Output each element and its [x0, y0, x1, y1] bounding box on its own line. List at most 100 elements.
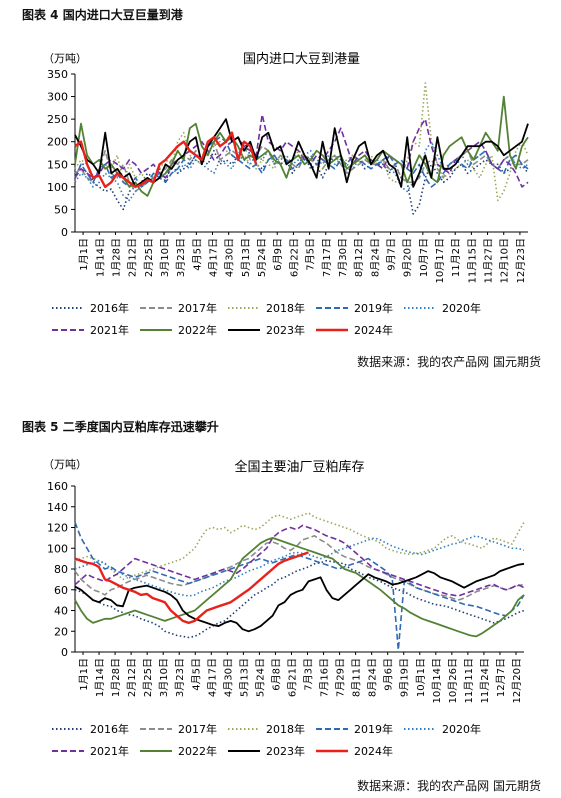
x-tick-label: 11月15日	[466, 238, 478, 283]
y-tick-label: 120	[47, 522, 68, 535]
x-tick-label: 7月17日	[321, 238, 333, 277]
x-tick-label: 10月26日	[447, 658, 459, 703]
legend-label-2: 2018年	[266, 301, 305, 315]
series-line-6	[74, 537, 525, 638]
series-line-2	[74, 512, 525, 581]
x-tick-label: 8月24日	[369, 238, 381, 277]
x-tick-label: 1月28日	[110, 238, 122, 277]
chart-import-soybean: 国内进口大豆到港量 （万吨） 0 50 100 150 200 250 300 350 1月1日 1月…	[43, 51, 529, 337]
x-tick-label: 4月5日	[190, 658, 202, 691]
source-note-5: 数据来源：我的农产品网 国元期货	[357, 779, 541, 793]
series-line-0	[74, 559, 525, 639]
y-tick-label: 40	[54, 605, 68, 618]
x-tick-label: 6月21日	[286, 658, 298, 697]
x-tick-label: 12月20日	[511, 658, 523, 703]
legend-label-0: 2016年	[90, 301, 129, 315]
series-line-7	[74, 562, 525, 633]
legend-label-5: 2021年	[90, 744, 129, 758]
y-tick-label: 0	[61, 226, 68, 239]
chart-soymeal-inventory: 全国主要油厂豆粕库存 （万吨） 0 20 40 60 80 100 120 140 160 1月1日 1…	[43, 458, 525, 758]
x-tick-label: 2月12日	[127, 238, 139, 277]
x-tick-label: 9月19日	[399, 658, 411, 697]
unit-label: （万吨）	[43, 458, 87, 471]
y-tick-label: 300	[47, 91, 68, 104]
series-line-5	[74, 113, 529, 188]
x-tick-label: 6月8日	[270, 658, 282, 691]
legend-label-1: 2017年	[178, 301, 217, 315]
x-tick-label: 3月10日	[158, 658, 170, 697]
legend-label-4: 2020年	[442, 301, 481, 315]
y-tick-label: 150	[47, 158, 68, 171]
x-tick-label: 11月27日	[483, 238, 495, 283]
x-tick-label: 7月16日	[319, 658, 331, 697]
series-line-8	[74, 131, 258, 189]
x-tick-label: 3月23日	[175, 238, 187, 277]
legend-label-7: 2023年	[266, 744, 305, 758]
x-tick-label: 8月24日	[367, 658, 379, 697]
legend-label-0: 2016年	[90, 722, 129, 736]
x-tick-label: 7月5日	[305, 238, 317, 271]
y-tick-label: 350	[47, 68, 68, 81]
legend-label-6: 2022年	[178, 744, 217, 758]
legend-label-3: 2019年	[354, 722, 393, 736]
x-tick-label: 10月7日	[418, 238, 430, 277]
x-tick-label: 5月13日	[240, 238, 252, 277]
y-tick-label: 100	[47, 542, 68, 555]
x-tick-label: 7月29日	[335, 658, 347, 697]
figure-caption-4: 图表 4 国内进口大豆巨量到港	[22, 8, 183, 22]
x-tick-label: 4月5日	[191, 238, 203, 271]
x-tick-label: 11月2日	[450, 238, 462, 277]
series-line-6	[74, 95, 529, 197]
x-tick-label: 11月24日	[479, 658, 491, 703]
figure-caption-5: 图表 5 二季度国内豆粕库存迅速攀升	[22, 420, 219, 434]
x-tick-label: 3月10日	[159, 238, 171, 277]
x-tick-label: 9月20日	[402, 238, 414, 277]
x-tick-label: 8月12日	[353, 238, 365, 277]
y-tick-label: 140	[47, 501, 68, 514]
x-tick-label: 4月17日	[208, 238, 220, 277]
x-tick-label: 8月11日	[351, 658, 363, 697]
x-tick-label: 1月28日	[110, 658, 122, 697]
legend-label-7: 2023年	[266, 323, 305, 337]
legend-label-4: 2020年	[442, 722, 481, 736]
x-tick-label: 1月1日	[78, 238, 90, 271]
series-line-4	[74, 140, 529, 202]
x-tick-label: 12月7日	[495, 658, 507, 697]
chart-title: 国内进口大豆到港量	[243, 51, 360, 67]
y-tick-label: 200	[47, 136, 68, 149]
x-tick-label: 4月17日	[206, 658, 218, 697]
x-tick-label: 10月1日	[415, 658, 427, 697]
x-tick-label: 1月14日	[94, 238, 106, 277]
series-line-0	[74, 140, 529, 215]
y-tick-label: 20	[54, 625, 68, 638]
series-line-1	[74, 535, 525, 601]
x-tick-label: 12月10日	[499, 238, 511, 283]
x-tick-label: 4月30日	[224, 238, 236, 277]
x-tick-label: 11月11日	[463, 658, 475, 703]
y-tick-label: 100	[47, 181, 68, 194]
x-tick-label: 2月25日	[143, 238, 155, 277]
x-tick-label: 1月14日	[94, 658, 106, 697]
y-tick-label: 80	[54, 563, 68, 576]
x-tick-label: 5月24日	[254, 658, 266, 697]
legend-label-1: 2017年	[178, 722, 217, 736]
x-tick-label: 10月14日	[431, 658, 443, 703]
x-tick-label: 3月23日	[174, 658, 186, 697]
legend-label-2: 2018年	[266, 722, 305, 736]
y-tick-label: 60	[54, 584, 68, 597]
x-tick-label: 9月7日	[385, 238, 397, 271]
x-tick-label: 6月9日	[272, 238, 284, 271]
x-tick-label: 10月17日	[434, 238, 446, 283]
unit-label: （万吨）	[43, 52, 87, 65]
legend-label-6: 2022年	[178, 323, 217, 337]
x-tick-label: 6月22日	[288, 238, 300, 277]
legend-label-3: 2019年	[354, 301, 393, 315]
series-line-8	[74, 551, 309, 625]
legend-label-8: 2024年	[354, 323, 393, 337]
x-tick-label: 5月13日	[238, 658, 250, 697]
x-tick-label: 2月25日	[142, 658, 154, 697]
x-tick-label: 7月30日	[337, 238, 349, 277]
x-tick-label: 7月3日	[303, 658, 315, 691]
y-tick-label: 250	[47, 113, 68, 126]
x-tick-label: 9月6日	[383, 658, 395, 691]
